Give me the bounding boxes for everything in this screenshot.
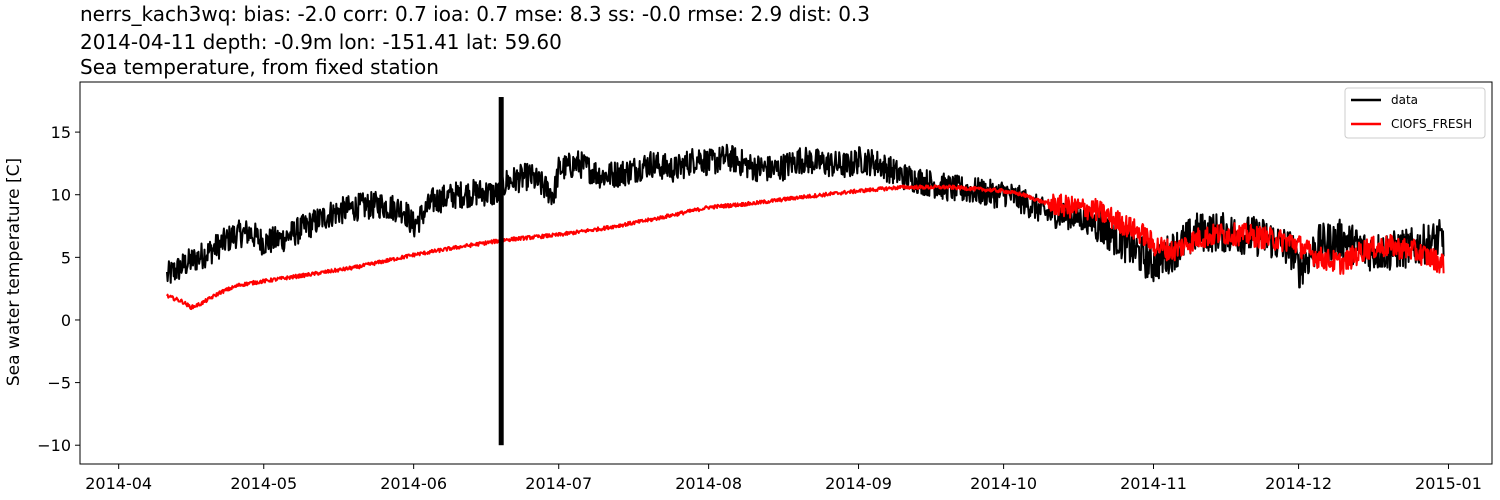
chart-title-location: 2014-04-11 depth: -0.9m lon: -151.41 lat… bbox=[80, 30, 562, 54]
plot-area bbox=[79, 81, 1493, 465]
series-line-ciofs-fresh bbox=[166, 184, 1445, 311]
y-axis: −10 −5 0 5 10 15 bbox=[37, 123, 80, 455]
x-tick-label: 2014-06 bbox=[380, 474, 447, 493]
plot-frame bbox=[79, 81, 1493, 465]
y-tick-label: 15 bbox=[51, 123, 71, 142]
series-layer bbox=[166, 97, 1445, 446]
x-tick-label: 2014-05 bbox=[230, 474, 297, 493]
x-tick-label: 2014-09 bbox=[825, 474, 892, 493]
x-tick-label: 2014-12 bbox=[1265, 474, 1332, 493]
y-tick-label: −10 bbox=[37, 436, 71, 455]
y-tick-label: 5 bbox=[61, 248, 71, 267]
y-tick-label: 10 bbox=[51, 186, 71, 205]
chart-title-description: Sea temperature, from fixed station bbox=[80, 55, 439, 79]
x-tick-label: 2014-07 bbox=[525, 474, 592, 493]
series-line-data bbox=[166, 143, 1445, 289]
legend: data CIOFS_FRESH bbox=[1344, 87, 1486, 139]
x-tick-label: 2015-01 bbox=[1415, 474, 1482, 493]
chart-title-stats: nerrs_kach3wq: bias: -2.0 corr: 0.7 ioa:… bbox=[80, 2, 871, 26]
y-axis-label: Sea water temperature [C] bbox=[4, 158, 24, 386]
legend-entry: CIOFS_FRESH bbox=[1391, 117, 1472, 131]
x-tick-label: 2014-04 bbox=[85, 474, 152, 493]
x-tick-label: 2014-11 bbox=[1120, 474, 1187, 493]
y-tick-label: −5 bbox=[47, 374, 71, 393]
y-tick-label: 0 bbox=[61, 311, 71, 330]
data-spike bbox=[498, 97, 504, 446]
x-axis: 2014-04 2014-05 2014-06 2014-07 2014-08 2014-… bbox=[85, 464, 1482, 493]
x-tick-label: 2014-08 bbox=[675, 474, 742, 493]
legend-entry: data bbox=[1391, 93, 1418, 107]
x-tick-label: 2014-10 bbox=[970, 474, 1037, 493]
